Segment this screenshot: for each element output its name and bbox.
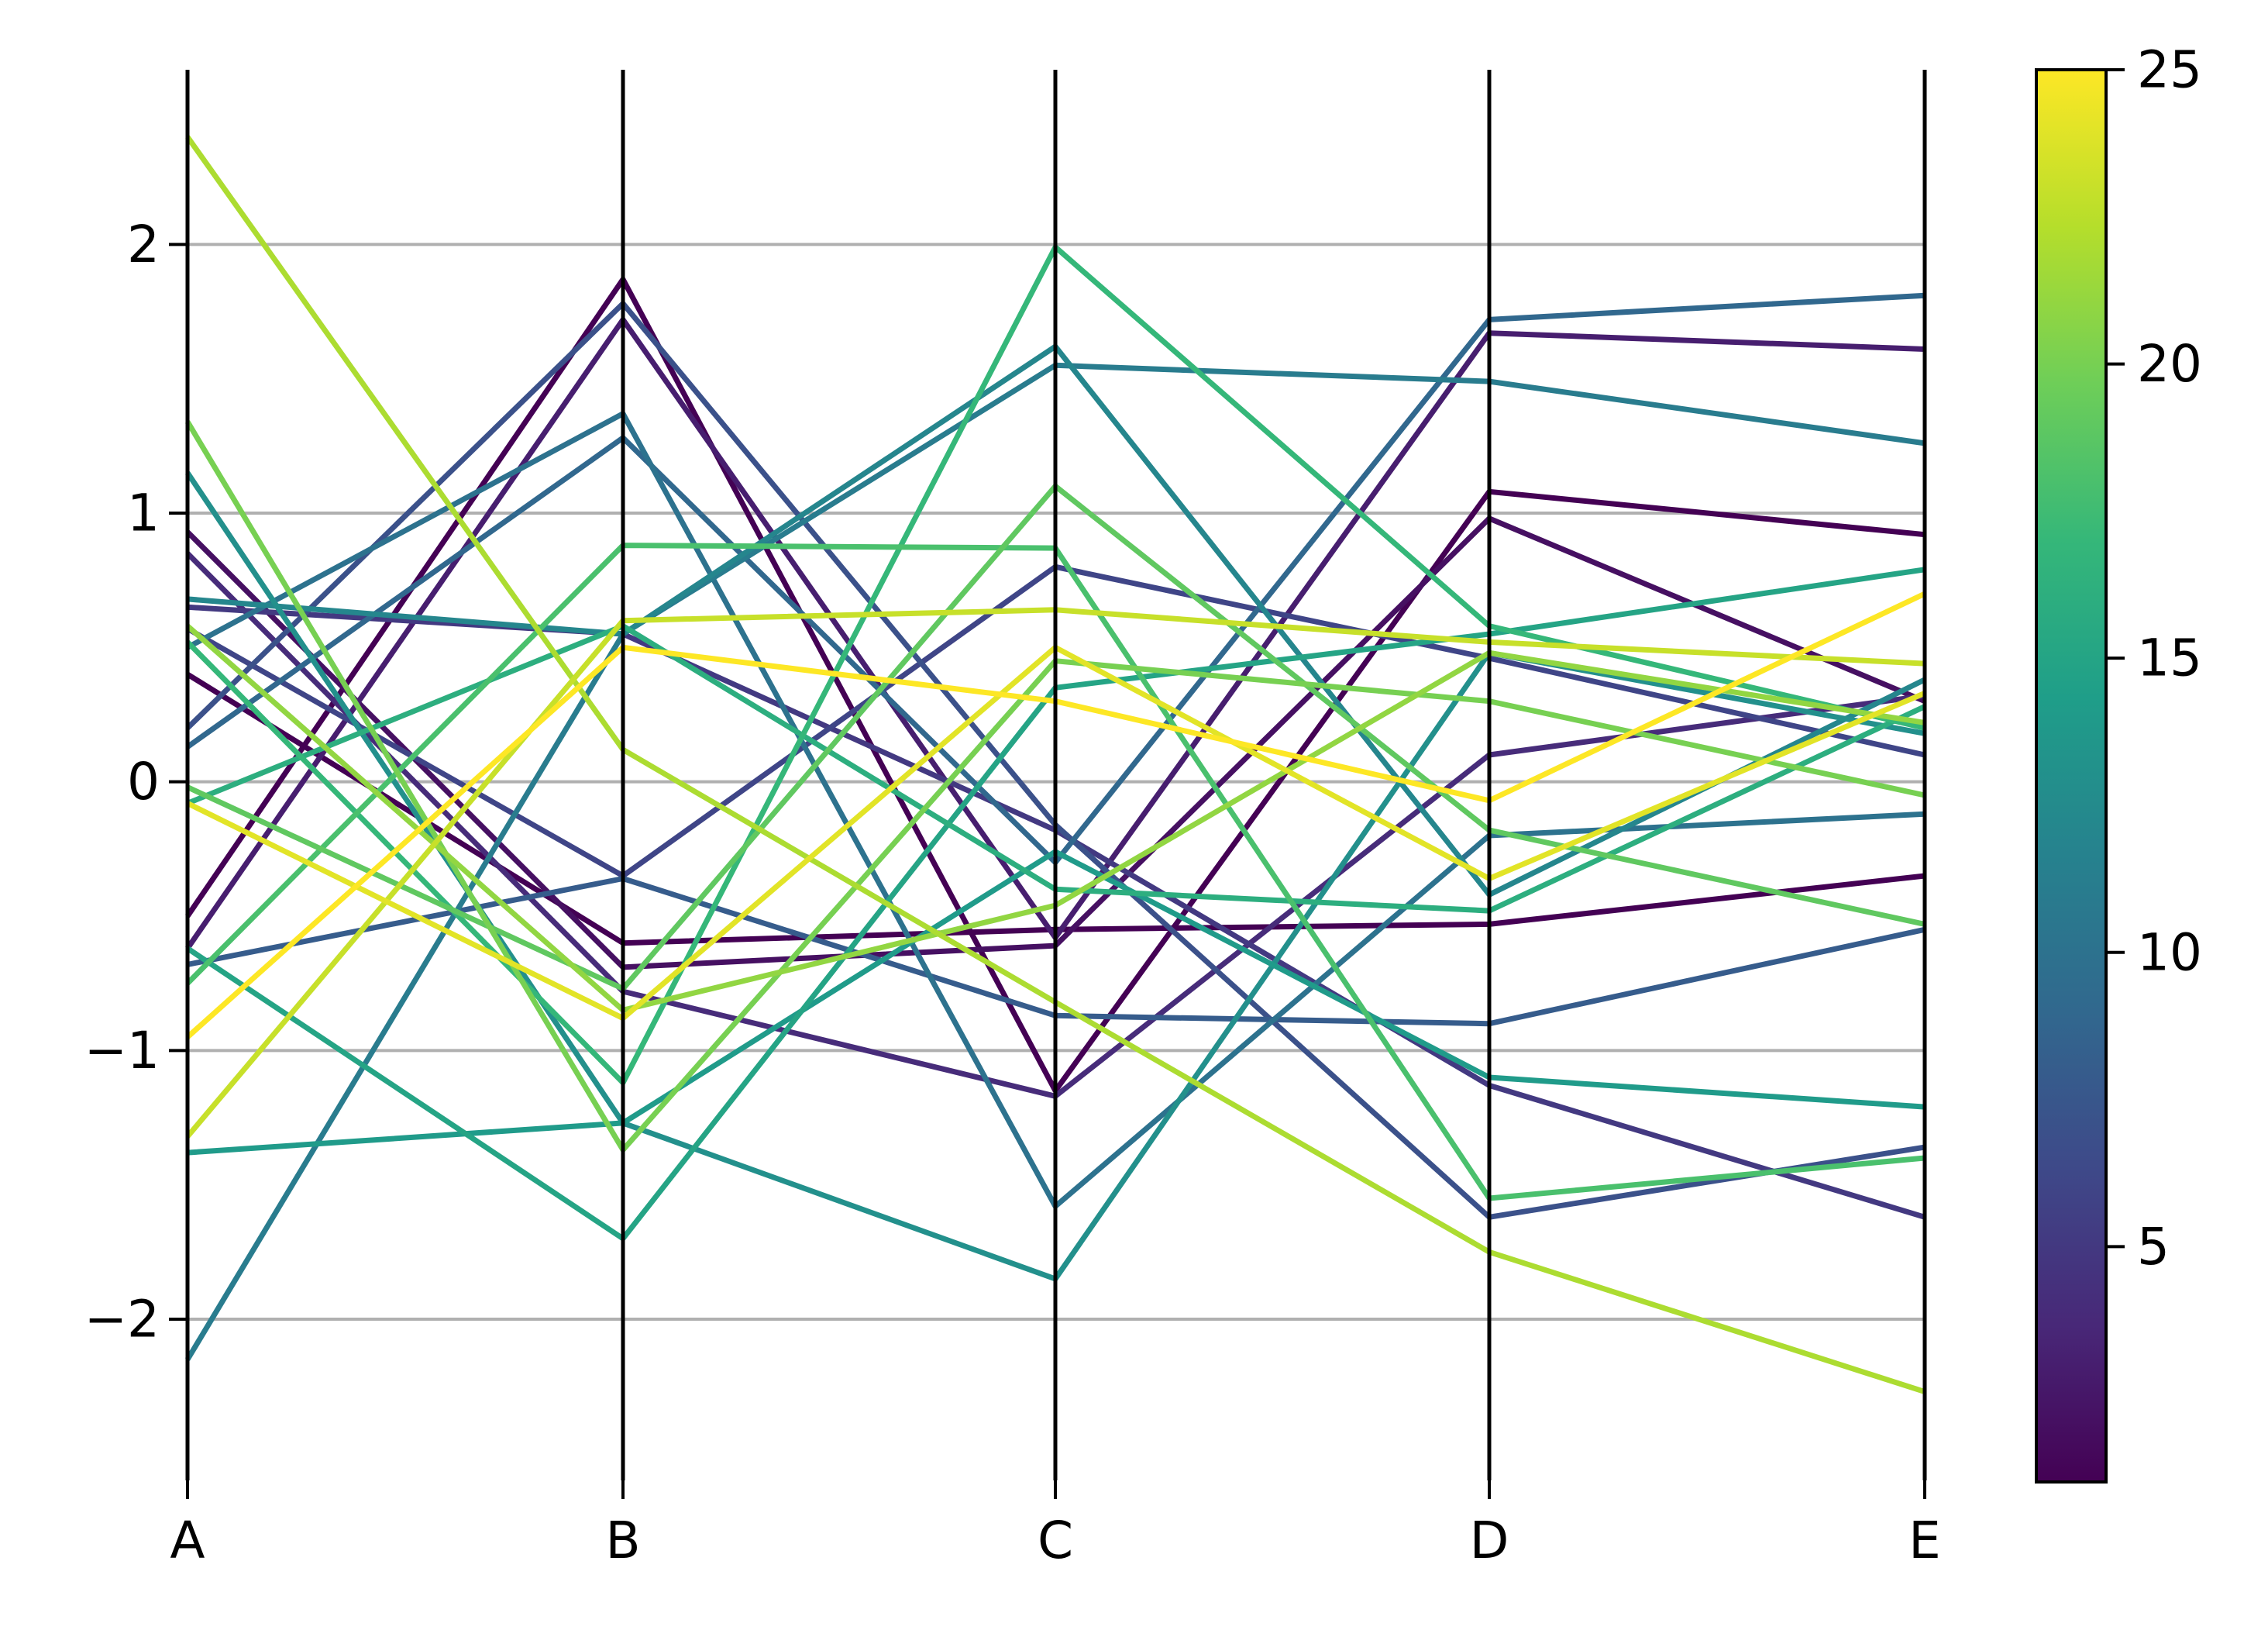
y-tick-label: 0 (127, 752, 160, 812)
colorbar: 5 10 15 20 25 (2035, 40, 2202, 1484)
colorbar-tick-label: 15 (2137, 629, 2202, 688)
colorbar-tick-label: 10 (2137, 922, 2202, 982)
axis-label-E: E (1908, 1511, 1941, 1570)
y-axis-ticks: −2 −1 0 1 2 (84, 215, 188, 1349)
y-tick-label: −2 (84, 1290, 160, 1349)
y-tick-label: 2 (127, 215, 160, 274)
colorbar-tick-label: 25 (2137, 40, 2202, 100)
colorbar-ticks: 5 10 15 20 25 (2106, 40, 2202, 1277)
axis-labels: A B C D E (170, 1511, 1940, 1570)
y-tick-label: −1 (84, 1021, 160, 1080)
colorbar-tick-label: 20 (2137, 334, 2202, 394)
axis-label-B: B (605, 1511, 640, 1570)
axis-label-D: D (1470, 1511, 1509, 1570)
axis-label-C: C (1038, 1511, 1073, 1570)
colorbar-tick-label: 5 (2137, 1217, 2170, 1277)
colorbar-gradient (2035, 68, 2108, 1484)
y-tick-label: 1 (127, 484, 160, 543)
parallel-axes (185, 70, 1927, 1499)
axis-label-A: A (170, 1511, 205, 1570)
